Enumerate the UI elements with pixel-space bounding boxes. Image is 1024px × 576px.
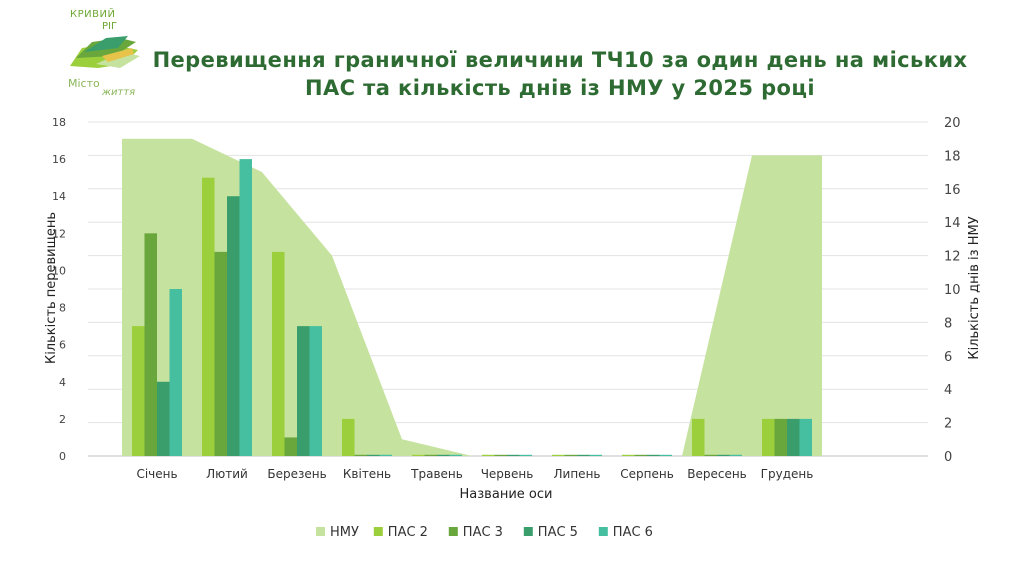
bar-пас-3-1 [214,251,227,456]
legend-label: ПАС 2 [388,525,428,540]
bar-пас-6-7 [659,454,672,456]
x-tick-label: Липень [554,467,601,481]
bar-пас-3-5 [494,454,507,456]
bar-пас-2-6 [552,454,565,456]
legend-swatch [598,527,608,536]
x-tick-labels: Січень Лютий Березень Квітень Травень Червень… [136,467,813,481]
bar-пас-6-8 [729,454,742,456]
y-tick-label: 8 [59,302,66,315]
y2-tick-label: 14 [944,216,961,231]
bar-пас-6-3 [379,454,392,456]
bar-пас-5-4 [437,454,450,456]
x-axis-label: Название оси [460,487,553,502]
bar-пас-5-0 [157,381,170,456]
legend-label: ПАС 5 [538,525,578,540]
bars-layer [132,159,812,456]
bar-пас-6-1 [239,159,252,456]
bar-пас-5-3 [367,454,380,456]
bar-пас-5-1 [227,196,240,456]
y2-tick-label: 0 [944,450,952,465]
bar-пас-3-4 [424,454,437,456]
bar-пас-3-0 [144,233,157,456]
y2-tick-label: 16 [944,183,961,198]
x-tick-label: Червень [481,467,534,481]
y2-tick-label: 18 [944,149,961,164]
bar-пас-2-4 [412,454,425,456]
bar-пас-5-9 [787,418,800,456]
y-tick-label: 16 [52,153,66,166]
y-tick-label: 4 [59,376,66,389]
bar-пас-3-7 [634,454,647,456]
legend-swatch [523,527,533,536]
y2-ticks: 0 2 4 6 8 10 12 14 16 18 20 [944,116,961,465]
chart-title-line-1: Перевищення граничної величини ТЧ10 за о… [152,48,968,72]
legend-swatch [448,527,458,536]
y2-tick-label: 4 [944,383,952,398]
y2-tick-label: 12 [944,250,961,265]
x-tick-label: Березень [267,467,326,481]
x-tick-label: Січень [136,467,177,481]
y-axis-label: Кількість перевищень [44,212,59,364]
bar-пас-5-2 [297,326,310,456]
bar-пас-6-2 [309,326,322,456]
y-tick-label: 2 [59,413,66,426]
y-tick-label: 6 [59,339,66,352]
y2-tick-label: 8 [944,316,952,331]
y-tick-label: 18 [52,116,66,129]
logo-text-rih: РІГ [102,21,118,32]
y-tick-label: 14 [52,190,66,203]
bar-пас-3-6 [564,454,577,456]
y-ticks: 0 2 4 6 8 10 12 14 16 18 [52,116,66,463]
legend-label: ПАС 6 [613,525,653,540]
x-tick-label: Травень [410,467,463,481]
x-tick-label: Серпень [620,467,674,481]
bar-пас-6-6 [589,454,602,456]
y-tick-label: 12 [52,227,66,240]
y2-tick-label: 2 [944,417,952,432]
bar-пас-2-0 [132,326,145,456]
x-tick-label: Квітень [343,467,391,481]
x-tick-label: Лютий [206,467,248,481]
bar-пас-2-3 [342,418,355,456]
bar-пас-5-6 [577,454,590,456]
x-tick-label: Грудень [761,467,814,481]
bar-пас-2-5 [482,454,495,456]
bar-пас-6-4 [449,454,462,456]
legend-label: НМУ [330,525,359,540]
bar-пас-2-7 [622,454,635,456]
x-tick-label: Вересень [687,467,747,481]
bar-пас-5-8 [717,454,730,456]
bar-пас-5-5 [507,454,520,456]
bar-пас-3-3 [354,454,367,456]
bar-пас-6-0 [169,289,182,456]
bar-пас-2-2 [272,251,285,456]
y2-tick-label: 6 [944,350,952,365]
logo-text-zhyttia: життя [102,87,136,98]
logo: КРИВИЙ РІГ Місто життя [62,8,152,100]
logo-emblem [70,36,140,68]
legend-swatch [373,527,383,536]
legend-label: ПАС 3 [463,525,503,540]
logo-text-misto: Місто [68,77,100,90]
y2-tick-label: 20 [944,116,961,131]
bar-пас-6-9 [799,418,812,456]
y-tick-label: 10 [52,264,66,277]
chart-title-line-2: ПАС та кількість днів із НМУ у 2025 році [305,76,815,100]
bar-пас-3-9 [774,418,787,456]
bar-пас-2-9 [762,418,775,456]
bar-пас-2-8 [692,418,705,456]
bar-пас-2-1 [202,177,215,456]
bar-пас-3-8 [704,454,717,456]
bar-пас-6-5 [519,454,532,456]
y-tick-label: 0 [59,450,66,463]
bar-пас-3-2 [284,437,297,456]
chart-title: Перевищення граничної величини ТЧ10 за о… [150,46,970,102]
legend: НМУ ПАС 2 ПАС 3 ПАС 5 ПАС 6 [316,525,653,540]
logo-text-kryvyi: КРИВИЙ [70,9,116,20]
bar-пас-5-7 [647,454,660,456]
y2-tick-label: 10 [944,283,961,298]
legend-swatch [316,527,325,536]
y2-axis-label: Кількість днів із НМУ [967,216,982,359]
